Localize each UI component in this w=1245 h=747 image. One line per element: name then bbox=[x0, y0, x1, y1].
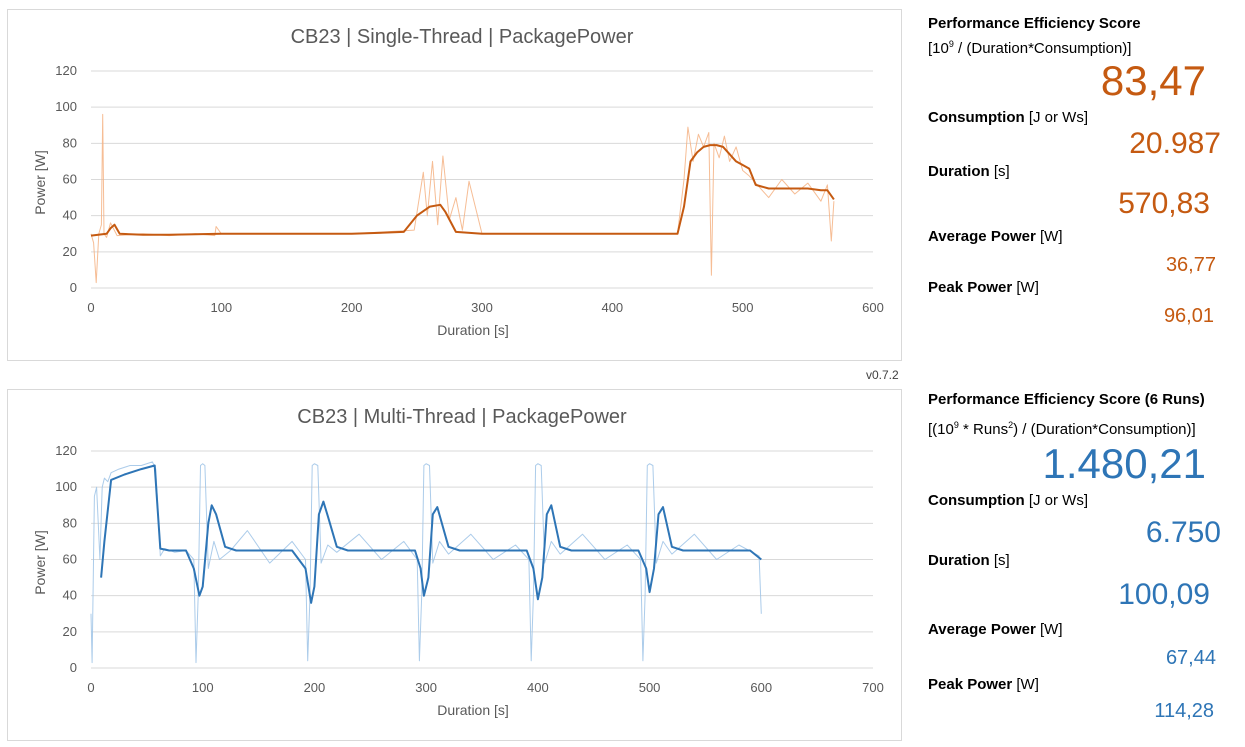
mt-chart-title: CB23 | Multi-Thread | PackagePower bbox=[297, 406, 627, 428]
mt-score-formula: [(109 * Runs2) / (Duration*Consumption)] bbox=[928, 420, 1196, 438]
single-thread-chart: 0 20 40 60 80 100 120 0 100 200 300 400 500 600 CB23 |… bbox=[32, 26, 884, 338]
mt-x-axis-label: Duration [s] bbox=[437, 702, 509, 718]
mt-x-tick-label: 300 bbox=[415, 680, 437, 695]
mt-x-tick-label: 500 bbox=[639, 680, 661, 695]
st-y-tick-label: 40 bbox=[63, 208, 77, 223]
version-label: v0.7.2 bbox=[866, 368, 899, 382]
mt-peak-power-label: Peak Power [W] bbox=[928, 676, 1039, 693]
multi-thread-chart: 0 20 40 60 80 100 120 0 100 200 300 400 500 600 700 CB2… bbox=[32, 406, 884, 718]
mt-x-tick-label: 700 bbox=[862, 680, 884, 695]
st-duration-label: Duration [s] bbox=[928, 163, 1010, 180]
mt-avg-power-label: Average Power [W] bbox=[928, 621, 1063, 638]
st-y-tick-label: 100 bbox=[55, 99, 77, 114]
mt-y-tick-label: 0 bbox=[70, 660, 77, 675]
st-x-tick-label: 0 bbox=[87, 300, 94, 315]
mt-y-tick-label: 20 bbox=[63, 624, 77, 639]
st-x-tick-label: 500 bbox=[732, 300, 754, 315]
mt-y-tick-label: 80 bbox=[63, 515, 77, 530]
mt-consumption-value: 6.750 bbox=[1145, 516, 1221, 549]
mt-x-tick-label: 600 bbox=[750, 680, 772, 695]
st-score-formula: [109 / (Duration*Consumption)] bbox=[928, 39, 1132, 57]
st-avg-power-value: 36,77 bbox=[1165, 254, 1216, 276]
st-y-tick-label: 0 bbox=[70, 280, 77, 295]
mt-duration-label: Duration [s] bbox=[928, 552, 1010, 569]
mt-x-tick-label: 100 bbox=[192, 680, 214, 695]
st-y-tick-label: 20 bbox=[63, 244, 77, 259]
mt-score-value: 1.480,21 bbox=[1042, 440, 1207, 487]
st-y-tick-label: 120 bbox=[55, 63, 77, 78]
single-thread-chart-panel: 0 20 40 60 80 100 120 0 100 200 300 400 500 600 CB23 |… bbox=[7, 9, 902, 361]
mt-x-tick-label: 400 bbox=[527, 680, 549, 695]
mt-score-label: Performance Efficiency Score (6 Runs) bbox=[928, 391, 1205, 408]
st-chart-title: CB23 | Single-Thread | PackagePower bbox=[291, 26, 634, 48]
mt-y-tick-label: 120 bbox=[55, 443, 77, 458]
multi-thread-chart-panel: 0 20 40 60 80 100 120 0 100 200 300 400 500 600 700 CB2… bbox=[7, 389, 902, 741]
st-score-value: 83,47 bbox=[1100, 57, 1206, 104]
st-smoothed-series-line bbox=[90, 144, 835, 237]
st-score-label: Performance Efficiency Score bbox=[928, 15, 1141, 32]
st-duration-value: 570,83 bbox=[1118, 187, 1210, 220]
st-avg-power-label: Average Power [W] bbox=[928, 228, 1063, 245]
st-consumption-label: Consumption [J or Ws] bbox=[928, 109, 1088, 126]
mt-y-tick-label: 40 bbox=[63, 588, 77, 603]
mt-smoothed-series-line bbox=[100, 464, 762, 604]
st-peak-power-value: 96,01 bbox=[1163, 305, 1214, 327]
st-x-axis-label: Duration [s] bbox=[437, 322, 509, 338]
st-y-axis-label: Power [W] bbox=[32, 150, 48, 215]
st-x-tick-label: 300 bbox=[471, 300, 493, 315]
st-y-tick-label: 60 bbox=[63, 172, 77, 187]
mt-y-tick-label: 100 bbox=[55, 479, 77, 494]
st-raw-series-line bbox=[90, 113, 835, 284]
mt-y-tick-label: 60 bbox=[63, 552, 77, 567]
st-x-tick-label: 600 bbox=[862, 300, 884, 315]
st-x-tick-label: 400 bbox=[601, 300, 623, 315]
single-thread-stats: Performance Efficiency Score [109 / (Dur… bbox=[928, 14, 1228, 328]
st-x-tick-label: 100 bbox=[210, 300, 232, 315]
mt-duration-value: 100,09 bbox=[1118, 578, 1210, 611]
mt-avg-power-value: 67,44 bbox=[1165, 647, 1216, 669]
st-peak-power-label: Peak Power [W] bbox=[928, 279, 1039, 296]
mt-y-axis-label: Power [W] bbox=[32, 530, 48, 595]
mt-x-tick-label: 0 bbox=[87, 680, 94, 695]
st-x-tick-label: 200 bbox=[341, 300, 363, 315]
multi-thread-stats: Performance Efficiency Score (6 Runs) [(… bbox=[928, 390, 1228, 723]
mt-peak-power-value: 114,28 bbox=[1154, 700, 1214, 722]
mt-x-tick-label: 200 bbox=[304, 680, 326, 695]
st-y-tick-label: 80 bbox=[63, 135, 77, 150]
mt-consumption-label: Consumption [J or Ws] bbox=[928, 492, 1088, 509]
st-consumption-value: 20.987 bbox=[1129, 127, 1221, 160]
